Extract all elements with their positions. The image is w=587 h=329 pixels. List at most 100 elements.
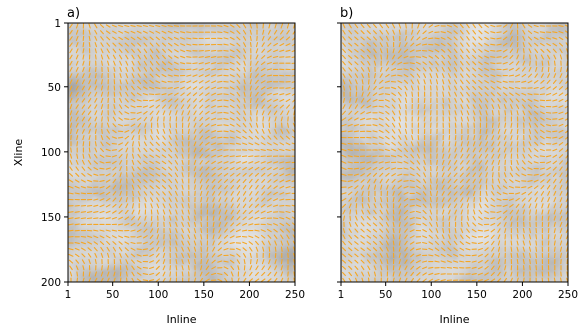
vector-segment xyxy=(212,203,215,209)
vector-segment xyxy=(372,118,378,120)
vector-segment xyxy=(186,37,192,40)
vector-segment xyxy=(130,229,136,232)
vector-segment xyxy=(101,116,103,122)
vector-segment xyxy=(273,223,279,226)
vector-segment xyxy=(105,197,111,202)
vector-segment xyxy=(162,191,166,196)
vector-segment xyxy=(88,73,91,79)
vector-segment xyxy=(422,197,427,202)
seismic-image-a xyxy=(68,23,295,282)
vector-segment xyxy=(255,73,259,78)
vector-segment xyxy=(187,128,190,135)
vector-segment xyxy=(341,117,347,121)
vector-segment xyxy=(199,160,203,165)
vector-segment xyxy=(94,91,98,97)
vector-segment xyxy=(217,68,223,71)
vector-segment xyxy=(465,241,471,245)
vector-segment xyxy=(138,141,141,147)
vector-segment xyxy=(485,110,488,116)
vector-segment xyxy=(442,103,445,110)
vector-segment xyxy=(367,85,371,91)
vector-segment xyxy=(342,271,346,277)
vector-segment xyxy=(137,67,141,72)
vector-segment xyxy=(453,253,459,257)
vector-segment xyxy=(535,234,538,240)
vector-segment xyxy=(173,30,179,34)
vector-segment xyxy=(490,222,496,226)
vector-segment xyxy=(143,160,148,165)
vector-segment xyxy=(490,204,496,208)
vector-segment xyxy=(292,98,295,103)
vector-segment xyxy=(460,104,464,110)
vector-segment xyxy=(533,99,539,102)
vector-segment xyxy=(404,97,408,104)
vector-segment xyxy=(229,49,235,53)
vector-segment xyxy=(273,29,278,35)
vector-segment xyxy=(181,271,184,277)
vector-segment xyxy=(200,221,203,228)
vector-segment xyxy=(124,42,129,47)
vector-segment xyxy=(223,178,229,184)
vector-segment xyxy=(398,29,401,35)
vector-segment xyxy=(558,25,564,27)
vector-segment xyxy=(217,172,223,177)
vector-segment xyxy=(417,103,420,110)
vector-segment xyxy=(527,104,533,109)
vector-segment xyxy=(448,147,451,153)
vector-segment xyxy=(261,197,266,202)
vector-segment xyxy=(243,79,246,85)
vector-segment xyxy=(434,24,440,28)
vector-segment xyxy=(564,123,568,127)
vector-segment xyxy=(391,148,397,152)
vector-segment xyxy=(355,277,358,282)
vector-segment xyxy=(497,234,501,240)
vector-segment xyxy=(167,87,173,89)
vector-segment xyxy=(181,259,184,265)
x-axis-title-a: Inline xyxy=(166,313,196,326)
vector-segment xyxy=(553,228,556,234)
vector-segment xyxy=(397,154,403,158)
vector-segment xyxy=(132,190,134,197)
vector-segment xyxy=(254,172,260,177)
vector-segment xyxy=(180,37,186,40)
vector-segment xyxy=(415,223,422,226)
vector-segment xyxy=(491,122,494,128)
vector-segment xyxy=(410,154,415,159)
vector-segment xyxy=(273,36,278,41)
vector-segment xyxy=(169,227,172,234)
vector-segment xyxy=(398,197,402,202)
vector-segment xyxy=(453,166,458,171)
vector-segment xyxy=(143,147,148,153)
vector-segment xyxy=(243,60,246,66)
vector-segment xyxy=(516,110,519,116)
vector-segment xyxy=(565,79,568,84)
vector-segment xyxy=(404,85,408,91)
vector-segment xyxy=(409,210,415,214)
vector-segment xyxy=(539,167,545,170)
vector-segment xyxy=(560,252,562,259)
vector-segment xyxy=(497,252,501,258)
vector-segment xyxy=(236,129,241,134)
vector-segment xyxy=(559,240,563,246)
vector-segment xyxy=(205,92,210,96)
vector-segment xyxy=(558,86,564,90)
vector-segment xyxy=(150,221,153,227)
vector-segment xyxy=(478,86,483,90)
vector-segment xyxy=(479,128,482,135)
vector-segment xyxy=(516,240,519,246)
vector-segment xyxy=(484,229,490,232)
vector-segment xyxy=(565,142,568,146)
vector-segment xyxy=(236,123,241,128)
vector-segment xyxy=(391,98,396,103)
vector-segment xyxy=(366,228,372,233)
vector-segment xyxy=(477,260,483,264)
vector-segment xyxy=(181,215,184,221)
vector-segment xyxy=(292,228,295,233)
vector-segment xyxy=(478,172,482,178)
vector-segment xyxy=(516,134,519,141)
vector-segment xyxy=(503,92,508,97)
vector-segment xyxy=(522,203,526,209)
vector-segment xyxy=(354,228,359,233)
vector-segment xyxy=(564,92,568,97)
vector-segment xyxy=(113,72,116,79)
